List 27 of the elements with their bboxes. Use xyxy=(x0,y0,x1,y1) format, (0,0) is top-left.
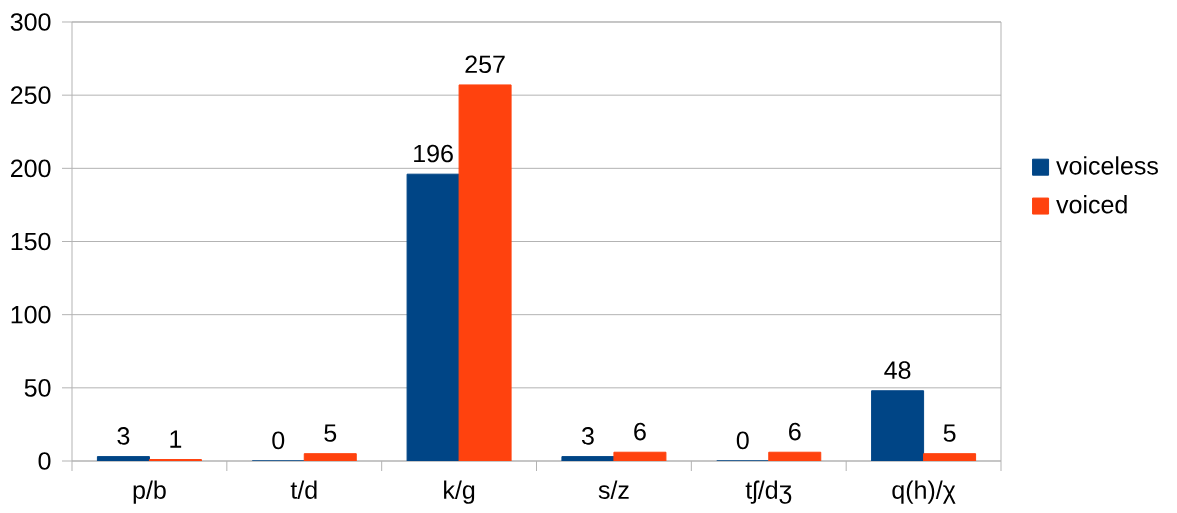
data-label: 6 xyxy=(634,422,646,441)
data-label: 48 xyxy=(884,361,911,379)
y-tick-label: 100 xyxy=(11,305,51,324)
y-tick-label: 0 xyxy=(38,452,51,470)
data-label: 257 xyxy=(465,55,505,74)
y-tick-label: 50 xyxy=(24,378,51,397)
data-label: 5 xyxy=(324,424,337,442)
y-tick-label: 300 xyxy=(10,13,51,31)
data-label: 196 xyxy=(414,144,453,163)
x-tick-label: t/d xyxy=(290,480,317,499)
data-label: 0 xyxy=(736,431,749,450)
y-tick-label: 250 xyxy=(11,86,51,105)
data-label: 5 xyxy=(943,424,956,442)
data-label: 0 xyxy=(272,431,285,450)
x-tick-label: tʃ/dʒ xyxy=(745,480,792,504)
data-label: 3 xyxy=(581,427,594,445)
y-tick-label: 150 xyxy=(11,232,51,251)
data-label: 1 xyxy=(170,430,182,448)
x-tick-label: s/z xyxy=(598,480,629,499)
y-tick-label: 200 xyxy=(11,159,51,178)
x-tick-label: p/b xyxy=(133,480,166,504)
legend-label: voiced xyxy=(1056,195,1127,214)
data-label: 3 xyxy=(117,427,130,445)
x-tick-label: q(h)/χ xyxy=(892,480,956,504)
legend-label: voiceless xyxy=(1056,156,1158,175)
x-tick-label: k/g xyxy=(444,480,475,504)
data-label: 6 xyxy=(789,422,801,441)
